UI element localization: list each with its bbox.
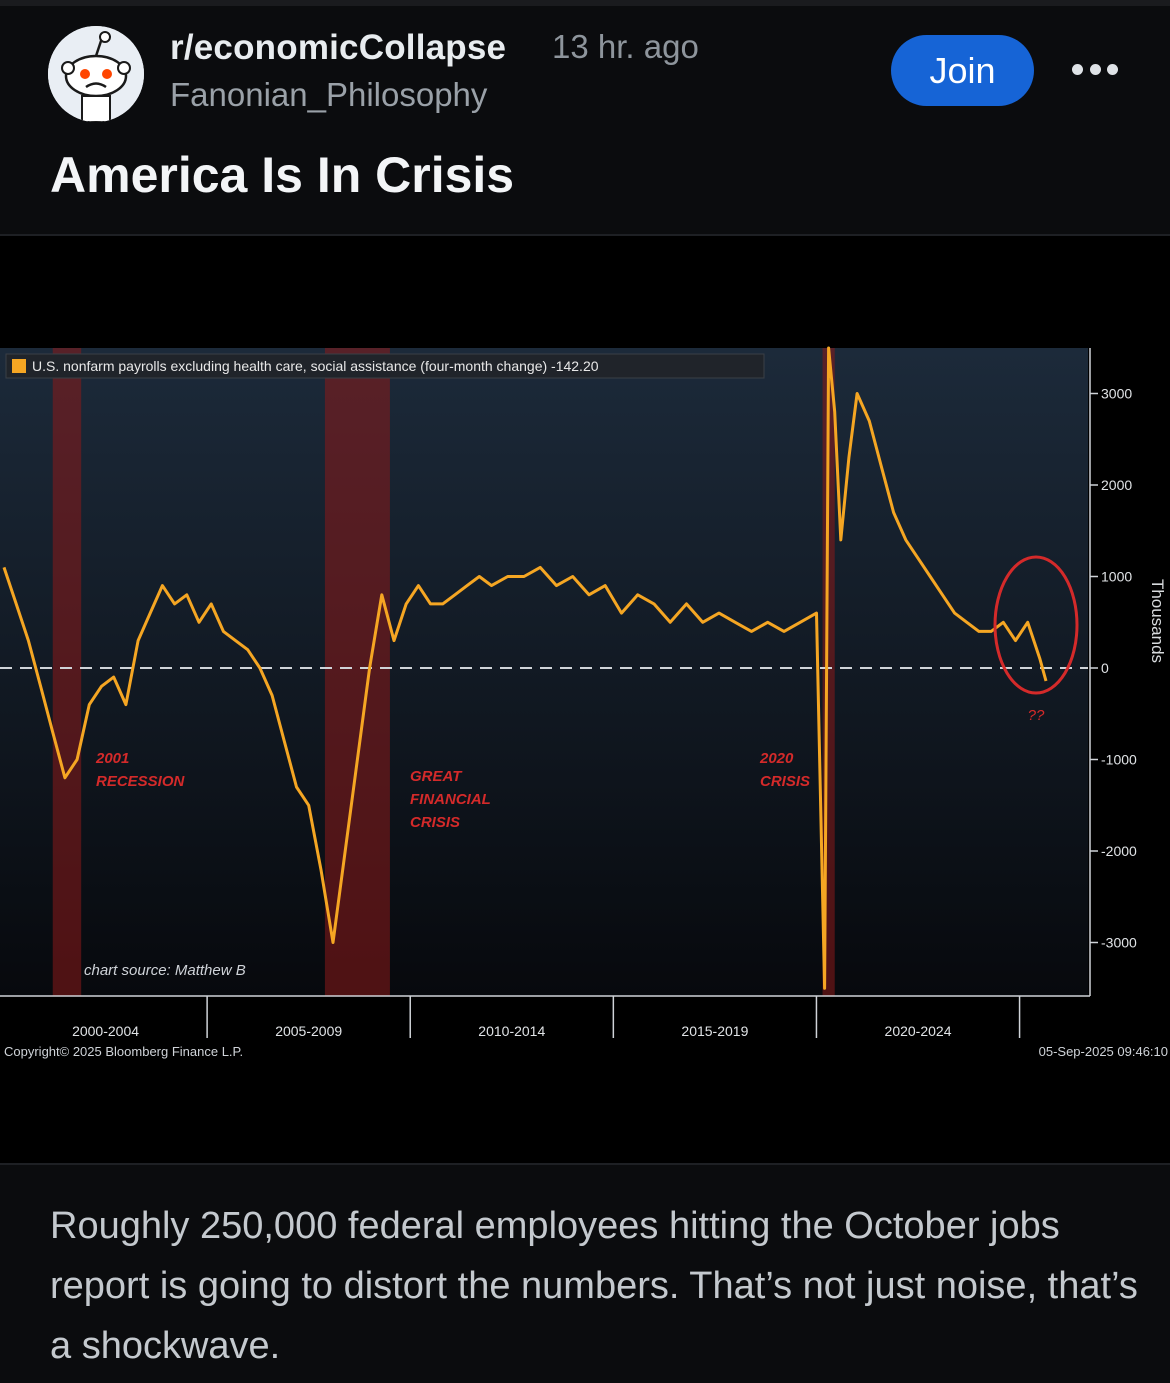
source-note: chart source: Matthew B (84, 962, 246, 979)
y-axis-title: Thousands (1148, 579, 1167, 663)
post-title[interactable]: America Is In Crisis (50, 147, 515, 203)
y-tick-label: 2000 (1101, 477, 1132, 493)
chart-timestamp: 05-Sep-2025 09:46:10 (1039, 1044, 1168, 1059)
content-divider (0, 1163, 1170, 1165)
plot-background (0, 348, 1088, 996)
post-timestamp: 13 hr. ago (552, 28, 699, 65)
y-tick-label: 1000 (1101, 569, 1132, 585)
x-tick-label: 2020-2024 (885, 1023, 952, 1039)
legend: U.S. nonfarm payrolls excluding health c… (5, 353, 765, 379)
join-button[interactable]: Join (891, 35, 1034, 106)
subreddit-avatar[interactable] (48, 26, 144, 122)
y-tick-label: -1000 (1101, 752, 1137, 768)
y-tick-label: -3000 (1101, 935, 1137, 951)
y-tick-label: 0 (1101, 660, 1109, 676)
x-tick-label: 2005-2009 (275, 1023, 342, 1039)
recession-band-2 (324, 348, 390, 996)
y-tick-label: 3000 (1101, 386, 1132, 402)
x-tick-label: 2015-2019 (681, 1023, 748, 1039)
recession-label-2: GREAT FINANCIAL CRISIS (410, 768, 491, 831)
post-header: r/economicCollapse 13 hr. ago Fanonian_P… (0, 6, 1170, 236)
annotation-circle (993, 555, 1079, 695)
annotation-question: ?? (1028, 707, 1045, 724)
recession-label-3: 2020 CRISIS (759, 750, 810, 790)
payrolls-chart: U.S. nonfarm payrolls excluding health c… (0, 346, 1168, 1059)
post-author[interactable]: Fanonian_Philosophy (170, 76, 488, 113)
series-line-1 (2, 346, 1048, 990)
subreddit-name[interactable]: r/economicCollapse (170, 28, 507, 67)
post-image[interactable]: U.S. nonfarm payrolls excluding health c… (0, 236, 1170, 1163)
recession-band-1 (52, 348, 82, 996)
post-body: Roughly 250,000 federal employees hittin… (50, 1205, 1138, 1367)
x-tick-label: 2000-2004 (72, 1023, 139, 1039)
y-tick-label: -2000 (1101, 843, 1137, 859)
snoo-face-icon (48, 26, 144, 122)
x-tick-label: 2010-2014 (478, 1023, 545, 1039)
legend-label: U.S. nonfarm payrolls excluding health c… (32, 358, 599, 374)
recession-label-1: 2001 RECESSION (95, 750, 186, 790)
more-dots-icon[interactable] (1072, 54, 1118, 84)
copyright-note: Copyright© 2025 Bloomberg Finance L.P. (4, 1044, 243, 1059)
